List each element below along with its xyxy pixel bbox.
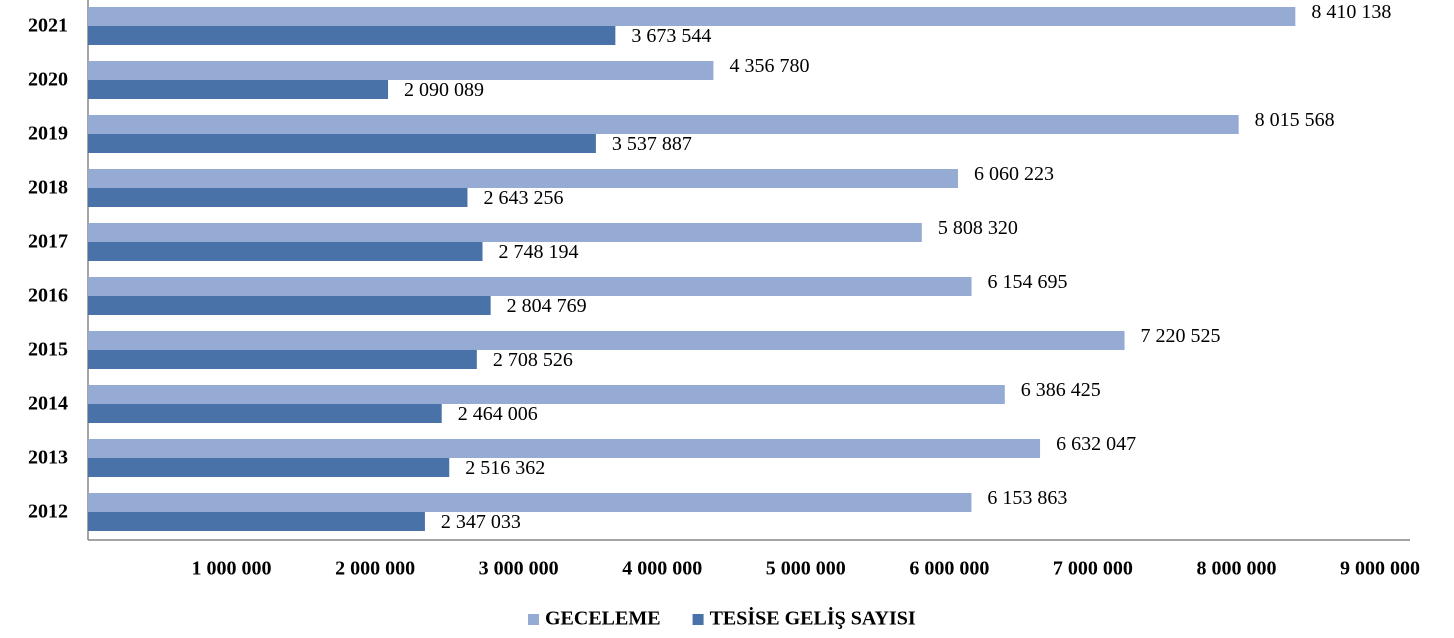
value-label: 2 708 526 [493,349,573,371]
value-label: 2 464 006 [458,403,538,425]
x-tick-label: 9 000 000 [1340,558,1420,580]
x-tick-label: 3 000 000 [479,558,559,580]
y-tick-label: 2021 [28,15,68,37]
value-label: 6 060 223 [974,163,1054,185]
bar [88,61,714,80]
x-tick-label: 6 000 000 [909,558,989,580]
bar [88,169,958,188]
bar [88,242,483,261]
y-tick-label: 2014 [28,393,68,415]
y-tick-label: 2020 [28,69,68,91]
bar [88,188,468,207]
bar [88,385,1005,404]
value-label: 7 220 525 [1141,325,1221,347]
bar [88,223,922,242]
x-tick-label: 1 000 000 [192,558,272,580]
y-tick-label: 2015 [28,339,68,361]
bar [88,296,491,315]
x-tick-label: 4 000 000 [622,558,702,580]
y-tick-label: 2013 [28,447,68,469]
x-tick-label: 8 000 000 [1196,558,1276,580]
y-tick-label: 2018 [28,177,68,199]
y-tick-label: 2019 [28,123,68,145]
value-label: 8 410 138 [1311,1,1391,23]
value-label: 6 153 863 [987,487,1067,509]
bar [88,404,442,423]
value-label: 5 808 320 [938,217,1018,239]
bar [88,277,972,296]
value-label: 2 516 362 [465,457,545,479]
bar [88,26,616,45]
bar [88,493,972,512]
value-label: 6 154 695 [988,271,1068,293]
value-label: 6 632 047 [1056,433,1136,455]
bar [88,350,477,369]
value-label: 2 804 769 [507,295,587,317]
value-label: 6 386 425 [1021,379,1101,401]
y-tick-label: 2017 [28,231,68,253]
x-tick-label: 7 000 000 [1053,558,1133,580]
legend-label: GECELEME [545,608,661,630]
legend-swatch [528,614,539,625]
y-tick-label: 2012 [28,501,68,523]
value-label: 2 090 089 [404,79,484,101]
x-tick-label: 5 000 000 [766,558,846,580]
legend-label: TESİSE GELİŞ SAYISI [710,606,916,630]
bar [88,331,1125,350]
value-label: 2 643 256 [483,187,563,209]
bar [88,439,1041,458]
value-label: 3 673 544 [631,25,711,47]
y-tick-label: 2016 [28,285,68,307]
legend-swatch [692,614,704,625]
bar [88,458,450,477]
bar [88,115,1239,134]
bar [88,134,596,153]
bar [88,80,389,99]
value-label: 8 015 568 [1255,109,1335,131]
bar [88,512,425,531]
value-label: 4 356 780 [729,55,809,77]
bar [88,7,1296,26]
value-label: 2 748 194 [499,241,579,263]
value-label: 3 537 887 [612,133,692,155]
x-tick-label: 2 000 000 [335,558,415,580]
value-label: 2 347 033 [441,511,521,533]
